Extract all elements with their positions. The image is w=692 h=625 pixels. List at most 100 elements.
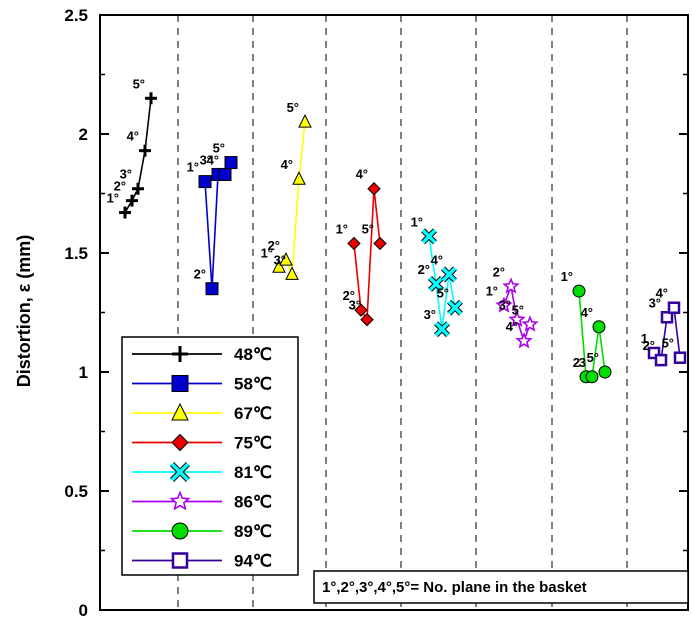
data-point bbox=[598, 365, 612, 379]
point-label: 3° bbox=[200, 152, 212, 167]
data-point bbox=[171, 375, 189, 392]
point-label: 2° bbox=[343, 288, 355, 303]
series-1: 1°2°3° 4° 5° bbox=[107, 76, 157, 219]
data-point bbox=[347, 236, 361, 251]
data-point bbox=[171, 402, 189, 421]
y-tick-label: 1.5 bbox=[64, 244, 88, 263]
point-label: 4° bbox=[356, 167, 368, 182]
data-point bbox=[224, 156, 238, 170]
legend-item: 89℃ bbox=[132, 522, 272, 541]
legend-box bbox=[121, 336, 299, 576]
point-label: 1° bbox=[561, 269, 573, 284]
series-6: 1° 2° 3° 4° 5° bbox=[486, 264, 539, 349]
legend-label: 94℃ bbox=[234, 552, 272, 571]
data-point bbox=[360, 312, 374, 327]
legend-item: 94℃ bbox=[132, 552, 272, 571]
legend-item: 67℃ bbox=[132, 402, 272, 423]
point-label: 3 bbox=[579, 355, 586, 370]
data-point bbox=[285, 266, 299, 280]
legend-item: 75℃ bbox=[132, 434, 272, 453]
legend-label: 81℃ bbox=[234, 463, 272, 482]
data-point bbox=[170, 462, 190, 482]
legend-label: 48℃ bbox=[234, 345, 272, 364]
point-label: 3° bbox=[424, 307, 436, 322]
data-point bbox=[218, 167, 232, 181]
point-label: 3° bbox=[120, 167, 132, 182]
point-label: 2° bbox=[418, 262, 430, 277]
point-label: 1° bbox=[486, 283, 498, 298]
point-label: 2° bbox=[643, 338, 655, 353]
y-ticks: 0 0.5 1 1.5 2 2.5 bbox=[64, 6, 688, 620]
data-point bbox=[169, 490, 191, 511]
data-point bbox=[279, 252, 293, 266]
series-4: 1° 2°3° 4° 5° bbox=[336, 167, 387, 327]
legend-label: 75℃ bbox=[234, 434, 272, 453]
y-tick-label: 0.5 bbox=[64, 482, 88, 501]
annotation-group: 1°,2°,3°,4°,5°= No. plane in the basket bbox=[313, 570, 689, 604]
point-label: 5° bbox=[437, 286, 449, 301]
point-label: 4° bbox=[656, 286, 668, 301]
point-label: 5° bbox=[512, 302, 524, 317]
data-point bbox=[515, 332, 533, 349]
data-point bbox=[171, 552, 189, 569]
point-label: 3° bbox=[274, 252, 286, 267]
data-point bbox=[660, 311, 674, 324]
annotation-box bbox=[313, 570, 689, 604]
point-label: 2° bbox=[268, 238, 280, 253]
annotation-text: 1°,2°,3°,4°,5°= No. plane in the basket bbox=[322, 579, 587, 596]
point-label: 2° bbox=[194, 267, 206, 282]
data-point bbox=[673, 351, 687, 364]
point-label: 4° bbox=[127, 129, 139, 144]
legend-item: 58℃ bbox=[132, 375, 272, 394]
data-point bbox=[145, 92, 157, 105]
y-tick-label: 2.5 bbox=[64, 6, 88, 25]
point-label: 2° bbox=[493, 264, 505, 279]
data-point bbox=[647, 346, 661, 360]
data-point bbox=[373, 236, 387, 251]
data-point bbox=[205, 282, 219, 296]
legend-item: 86℃ bbox=[132, 490, 272, 512]
data-point bbox=[585, 370, 599, 384]
point-label: 1° bbox=[411, 214, 423, 229]
legend-label: 67℃ bbox=[234, 404, 272, 423]
legend-label: 89℃ bbox=[234, 522, 272, 541]
point-label: 1° bbox=[107, 191, 119, 206]
data-point bbox=[508, 310, 526, 327]
point-label: 5° bbox=[362, 221, 374, 236]
data-point bbox=[654, 353, 668, 367]
point-label: 2° bbox=[114, 179, 126, 194]
data-point bbox=[502, 277, 520, 294]
series-3: 1°2°3° 4° 5° bbox=[261, 100, 312, 280]
series-group: 1°2°3°4°5°1°2°3°4°5°1°2°3°4°5°1°2°3°4°5°… bbox=[107, 76, 687, 384]
point-label: 5° bbox=[662, 336, 674, 351]
point-label: 1° bbox=[336, 221, 348, 236]
point-label: 3° bbox=[499, 298, 511, 313]
point-label: 2 bbox=[573, 355, 580, 370]
data-point bbox=[292, 171, 306, 185]
data-point bbox=[198, 175, 212, 189]
data-point bbox=[447, 299, 463, 316]
point-label: 5° bbox=[287, 100, 299, 115]
series-5: 1° 2° 3° 4° 5° bbox=[411, 214, 463, 338]
data-point bbox=[441, 266, 457, 283]
series-8: 12° 3°4° 5° bbox=[641, 286, 687, 367]
legend-item: 81℃ bbox=[132, 462, 272, 482]
data-point bbox=[171, 522, 189, 540]
data-point bbox=[119, 206, 131, 219]
data-point bbox=[367, 182, 381, 196]
data-point bbox=[521, 315, 539, 332]
point-label: 4° bbox=[431, 252, 443, 267]
point-label: 5° bbox=[213, 141, 225, 156]
point-label: 1 bbox=[641, 331, 648, 346]
point-label: 1° bbox=[187, 160, 199, 175]
y-tick-label: 1 bbox=[79, 363, 88, 382]
y-tick-label: 2 bbox=[79, 125, 88, 144]
data-point bbox=[421, 228, 437, 245]
point-label: 5° bbox=[587, 350, 599, 365]
data-point bbox=[667, 301, 681, 314]
data-point bbox=[298, 113, 312, 128]
data-point bbox=[272, 259, 286, 273]
data-point bbox=[139, 144, 151, 157]
